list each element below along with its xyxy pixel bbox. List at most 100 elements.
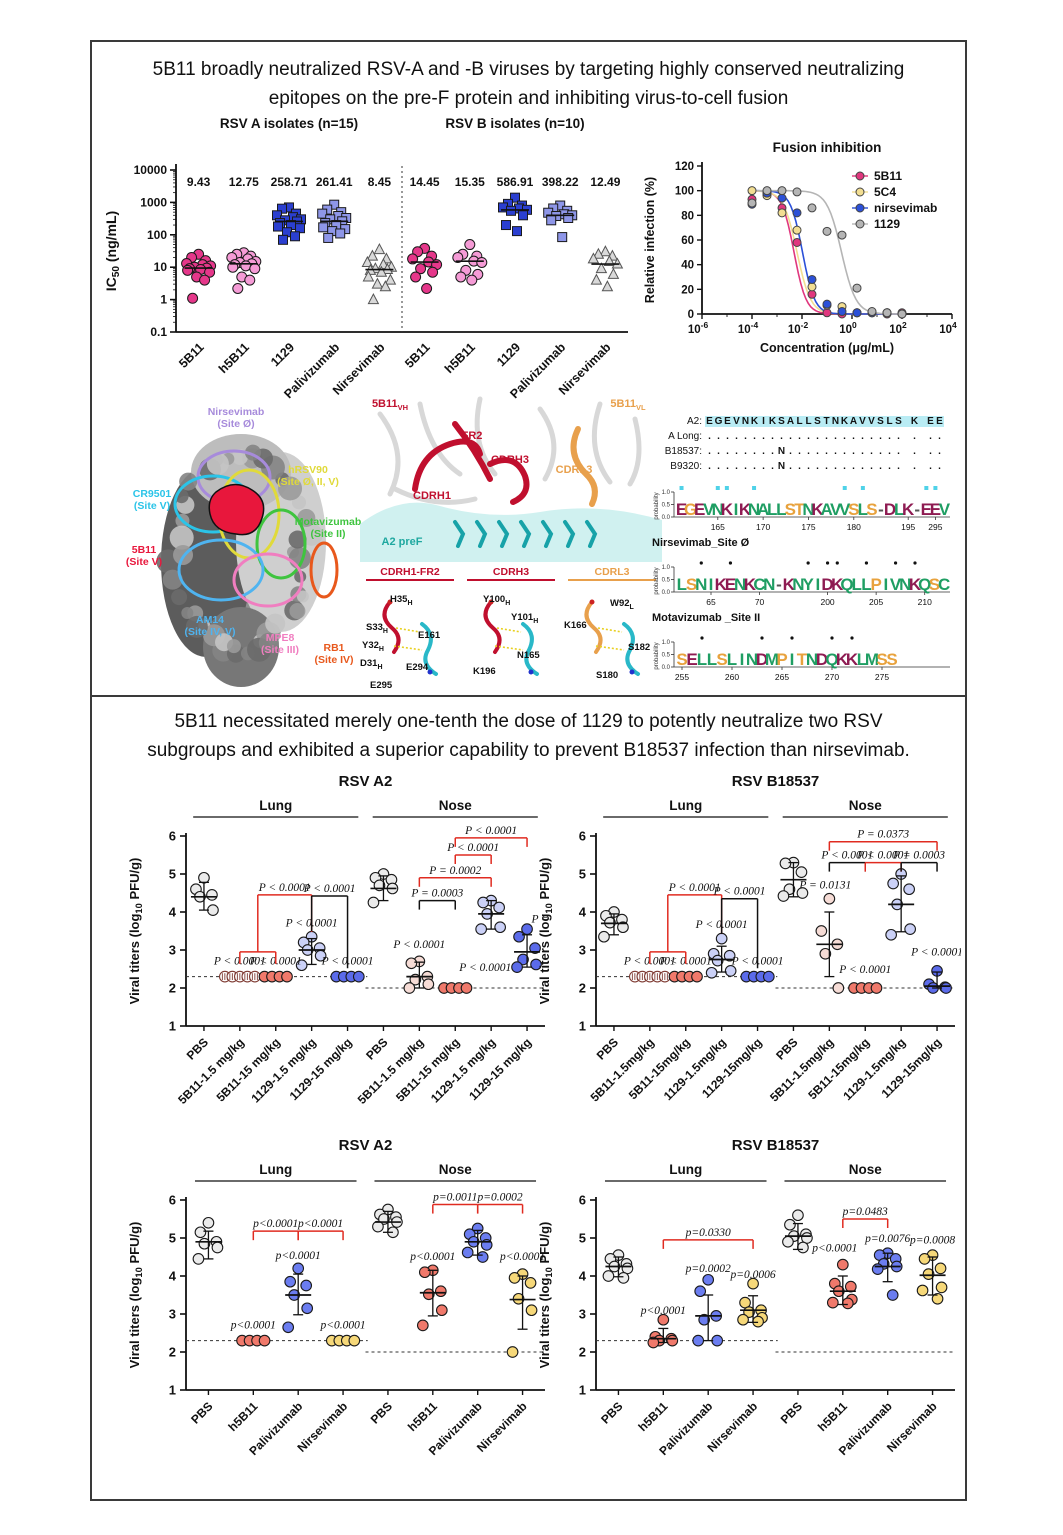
text-glyph: P = 0.0003: [892, 850, 945, 862]
circle-glyph: [494, 921, 507, 934]
circle-glyph: [760, 636, 764, 640]
text-glyph: K: [846, 650, 859, 669]
text-glyph: 1: [169, 1019, 176, 1034]
circle-glyph: [852, 308, 862, 318]
text-glyph: Q: [840, 575, 853, 594]
ic50-group-3-Palivizumab: [317, 199, 352, 243]
tspan-glyph: IC: [103, 277, 119, 291]
circle-glyph: [525, 1304, 538, 1317]
text-glyph: 2: [579, 981, 586, 996]
text-glyph: RSV B18537: [732, 773, 820, 790]
circle-glyph: [855, 203, 865, 213]
circle-glyph: [460, 982, 473, 994]
scatter-group-h5B11: [826, 1258, 858, 1310]
text-glyph: P: [870, 575, 881, 594]
text-glyph: 12.49: [590, 175, 620, 189]
scatter-group-Palivizumab: [461, 1222, 493, 1263]
circle-glyph: [728, 561, 733, 565]
scatter-group-1129-15mg-kg: [923, 965, 952, 994]
text-glyph: 0.5: [662, 503, 671, 509]
text-glyph: 100: [675, 186, 694, 198]
path-glyph: [521, 622, 539, 676]
alignment-cell: L: [796, 416, 803, 427]
text-glyph: 5B11: [874, 169, 902, 183]
path-glyph: [453, 520, 466, 548]
scatter-group-1129-15-mg-kg: [511, 923, 542, 973]
text-glyph: V: [890, 575, 902, 594]
text-glyph: 1: [579, 1019, 586, 1034]
path-glyph: [607, 267, 620, 279]
alignment-row-name: A2:: [686, 416, 702, 427]
tspan-glyph: PFU/g): [127, 1222, 142, 1268]
scatter-group-1129-1-5mg-kg: [885, 868, 917, 941]
text-glyph: 70: [755, 597, 765, 607]
tspan-glyph: Relative infection (%): [643, 177, 657, 303]
text-glyph: M: [765, 650, 779, 669]
alignment-gap: [919, 416, 926, 427]
residue-label-D31: D31H: [360, 658, 383, 671]
alignment-cell: .: [726, 431, 729, 442]
alignment-cell: .: [735, 446, 738, 457]
text-glyph: L: [857, 650, 867, 669]
text-glyph: P < 0.0001: [713, 886, 766, 898]
path-glyph: [603, 254, 616, 266]
text-glyph: P < 0.0001: [856, 850, 909, 862]
circle-glyph: [797, 1241, 809, 1254]
text-glyph: E: [921, 500, 932, 519]
rect-glyph: [563, 213, 574, 224]
text-glyph: 175: [801, 522, 815, 532]
path-glyph: [362, 270, 375, 282]
ic50-group-2-1129: [272, 202, 306, 245]
text-glyph: 1129-15 mg/kg: [466, 1035, 534, 1103]
line-glyph: [595, 645, 625, 651]
rsv-a2-dose-chart: RSV A2 Lung Nose 1 2 3 4 5 6 Viral titers (log10 …: [127, 773, 583, 1107]
scatter-group-1129-15-mg-kg: [330, 970, 365, 983]
rect-glyph: [715, 486, 720, 490]
text-glyph: T: [797, 650, 808, 669]
text-glyph: p<0.0001: [640, 1305, 686, 1317]
circle-glyph: [421, 283, 433, 295]
text-glyph: 195: [901, 522, 915, 532]
text-glyph: 5B11-15 mg/kg: [393, 1035, 462, 1104]
circle-glyph: [699, 561, 703, 565]
text-glyph: 1.0: [662, 565, 671, 571]
text-glyph: 5B11-1.5mg/kg: [767, 1035, 836, 1104]
text-glyph: 265: [775, 672, 789, 682]
alignment-cell: .: [807, 431, 810, 442]
alignment-cell: E: [706, 416, 713, 427]
alignment-cell: .: [879, 461, 882, 472]
text-glyph: PBS: [368, 1399, 395, 1426]
text-glyph: p<0.0001: [499, 1251, 545, 1263]
text-glyph: T: [794, 500, 805, 519]
circle-glyph: [700, 636, 704, 640]
text-glyph: I: [790, 650, 795, 669]
rect-glyph: [506, 205, 516, 216]
ic50-scatter-panel: RSV A isolates (n=15) RSV B isolates (n=1…: [98, 114, 638, 415]
rect-glyph: [323, 232, 334, 243]
alignment-cell: .: [708, 431, 711, 442]
tspan-glyph: 10: [939, 324, 952, 336]
path-glyph: [483, 600, 502, 654]
alignment-cell: .: [888, 446, 891, 457]
tspan-glyph: (ng/mL): [103, 211, 119, 266]
path-glyph: [412, 438, 483, 492]
circle-glyph: [795, 866, 808, 878]
scatter-group-1129-1-5-mg-kg: [475, 894, 507, 935]
alignment-cell: .: [789, 446, 792, 457]
text-glyph: 586.91: [497, 175, 534, 189]
contact-group-CDRH1-FR2: CDRH1-FR2 H35H S33H Y32H D31H E161 E294 E295: [360, 566, 460, 691]
text-glyph: 2: [169, 1345, 176, 1360]
path-glyph: [541, 520, 554, 548]
alignment-cell: .: [825, 446, 828, 457]
tspan-glyph: 10: [544, 1267, 554, 1277]
circle-glyph: [841, 1297, 854, 1310]
alignment-cell: .: [834, 461, 837, 472]
circle-glyph: [387, 599, 393, 605]
text-glyph: L: [697, 650, 707, 669]
alignment-gap: [903, 431, 910, 442]
text-glyph: L: [767, 500, 777, 519]
alignment-gap: [903, 461, 910, 472]
text-glyph: Viral titers (log10 PFU/g): [537, 1222, 554, 1369]
rsv-a2-mab-chart-panel: RSV A2 Lung Nose 1 2 3 4 5 6 Viral titers (log10 …: [126, 1134, 551, 1503]
